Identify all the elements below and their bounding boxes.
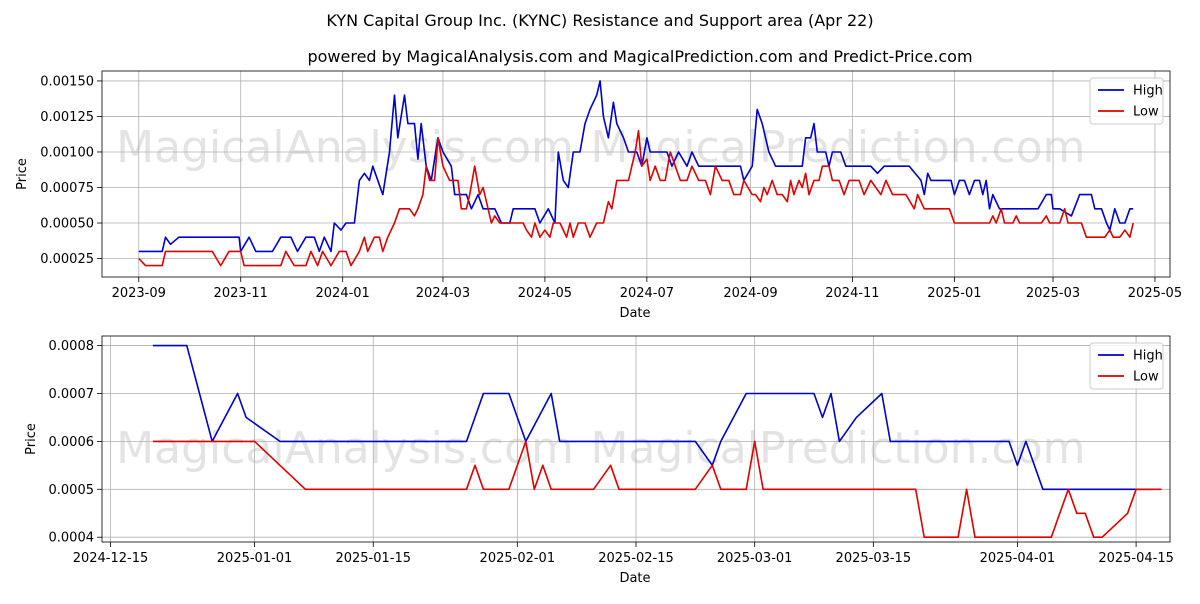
x-tick-label: 2023-09 xyxy=(112,286,166,301)
y-tick-label: 0.0004 xyxy=(49,531,95,546)
x-tick-label: 2024-01 xyxy=(316,286,370,301)
top-grid xyxy=(102,71,1170,277)
y-tick-label: 0.0007 xyxy=(49,387,95,402)
y-tick-label: 0.0008 xyxy=(49,339,95,354)
x-tick-label: 2025-02-01 xyxy=(480,551,556,566)
watermark: MagicalPrediction.com xyxy=(591,122,1086,173)
chart-title: KYN Capital Group Inc. (KYNC) Resistance… xyxy=(326,11,873,30)
x-tick-label: 2024-07 xyxy=(620,286,674,301)
top-ylabel: Price xyxy=(15,158,30,190)
top-axes-frame xyxy=(101,70,1171,278)
x-tick-label: 2025-03-15 xyxy=(836,551,912,566)
x-tick-label: 2024-11 xyxy=(825,286,879,301)
legend-label-low: Low xyxy=(1133,105,1159,120)
x-tick-label: 2025-01-15 xyxy=(335,551,411,566)
bottom-series-high-line xyxy=(152,344,1153,491)
y-tick-label: 0.00150 xyxy=(40,74,94,89)
y-tick-label: 0.00100 xyxy=(40,145,94,160)
y-tick-label: 0.00125 xyxy=(40,110,94,125)
legend-label-low: Low xyxy=(1133,370,1159,385)
bottom-axes-frame xyxy=(101,335,1171,543)
watermark: MagicalAnalysis.com xyxy=(116,423,574,474)
x-tick-label: 2023-11 xyxy=(214,286,268,301)
x-tick-label: 2024-12-15 xyxy=(73,551,149,566)
legend-label-high: High xyxy=(1133,349,1163,364)
bottom-legend: High Low xyxy=(1089,342,1164,390)
x-tick-label: 2024-03 xyxy=(416,286,470,301)
x-tick-label: 2024-05 xyxy=(518,286,572,301)
x-tick-label: 2025-04-15 xyxy=(1098,551,1174,566)
chart-subtitle: powered by MagicalAnalysis.com and Magic… xyxy=(307,47,972,66)
bottom-series-low-line xyxy=(152,440,1162,539)
x-tick-label: 2025-05 xyxy=(1128,286,1182,301)
y-tick-label: 0.0005 xyxy=(49,483,95,498)
top-series-high-line xyxy=(138,80,1134,253)
y-tick-label: 0.00025 xyxy=(40,252,94,267)
bottom-xlabel: Date xyxy=(619,571,650,586)
x-tick-label: 2025-01 xyxy=(927,286,981,301)
x-tick-label: 2025-04-01 xyxy=(980,551,1056,566)
y-tick-label: 0.00075 xyxy=(40,181,94,196)
top-legend: High Low xyxy=(1089,77,1164,125)
top-xlabel: Date xyxy=(619,306,650,321)
y-tick-label: 0.00050 xyxy=(40,217,94,232)
legend-label-high: High xyxy=(1133,84,1163,99)
top-series-low-line xyxy=(138,129,1134,267)
x-tick-label: 2025-03-01 xyxy=(717,551,793,566)
bottom-panel: MagicalAnalysis.com MagicalPrediction.com… xyxy=(24,335,1174,586)
x-tick-label: 2024-09 xyxy=(723,286,777,301)
y-tick-label: 0.0006 xyxy=(49,435,95,450)
x-tick-label: 2025-03 xyxy=(1026,286,1080,301)
top-panel: MagicalAnalysis.com MagicalPrediction.com… xyxy=(15,70,1182,321)
x-tick-label: 2025-02-15 xyxy=(598,551,674,566)
watermark: MagicalAnalysis.com xyxy=(116,122,574,173)
bottom-ylabel: Price xyxy=(24,423,39,455)
x-tick-label: 2025-01-01 xyxy=(217,551,293,566)
